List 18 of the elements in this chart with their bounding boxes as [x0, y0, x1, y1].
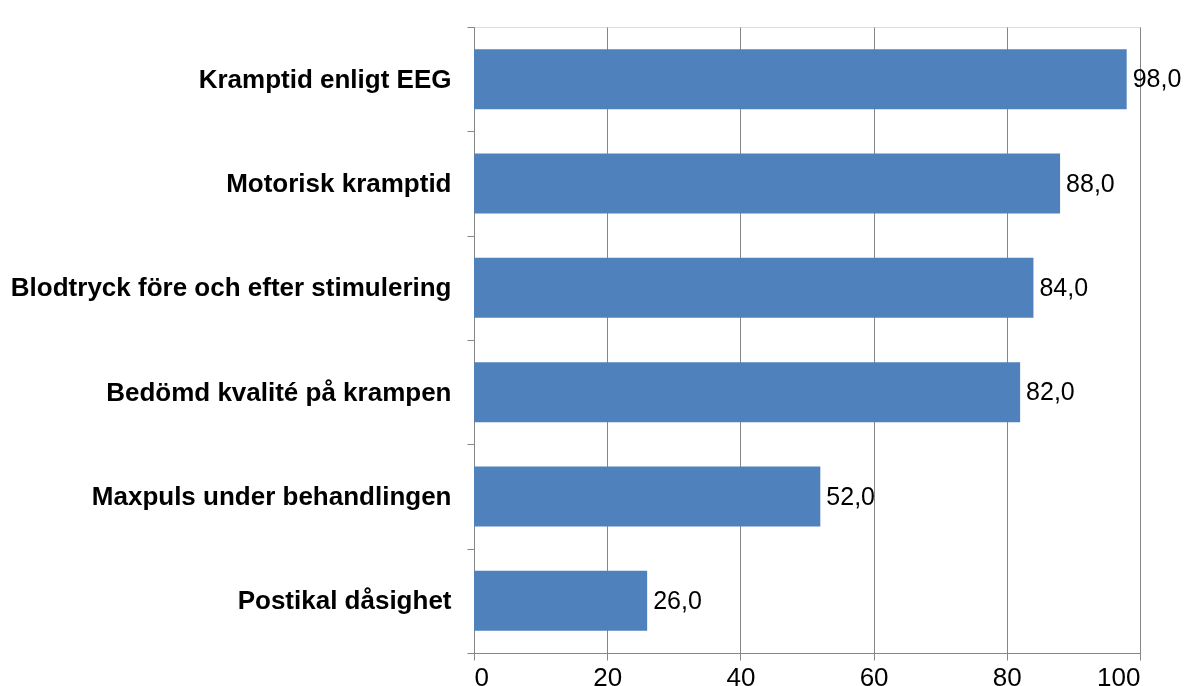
data-label: 52,0 — [826, 481, 875, 510]
y-tick-label: Blodtryck före och efter stimulering — [10, 272, 452, 303]
data-label: 88,0 — [1066, 168, 1115, 197]
y-tick-label: Bedömd kvalité på krampen — [106, 376, 452, 407]
y-tick-label: Motorisk kramptid — [226, 168, 452, 198]
data-label: 98,0 — [1132, 64, 1182, 93]
data-label: 84,0 — [1039, 272, 1089, 301]
x-tick-label: 20 — [593, 661, 623, 686]
y-tick-label: Maxpuls under behandlingen — [91, 481, 452, 511]
x-tick-label: 100 — [1097, 661, 1141, 686]
x-tick-label: 40 — [726, 661, 756, 686]
data-label: 26,0 — [653, 585, 702, 614]
y-tick-label: Postikal dåsighet — [237, 585, 452, 616]
x-tick-label: 0 — [474, 661, 489, 686]
data-label: 82,0 — [1026, 377, 1075, 406]
x-tick-label: 60 — [859, 661, 889, 686]
y-tick-label: Kramptid enligt EEG — [198, 63, 452, 94]
x-tick-label: 80 — [992, 661, 1022, 686]
